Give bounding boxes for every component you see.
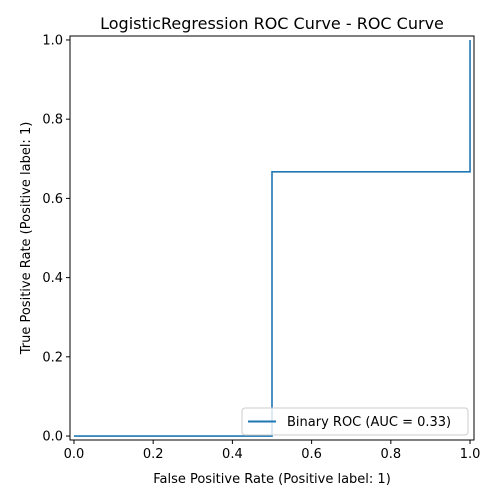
plot-area: 0.0 0.2 0.4 0.6 0.8 1.0 0.0 0.2 0.4 0.6 0.8 1.0 xyxy=(42,33,480,462)
x-tick-label: 1.0 xyxy=(460,447,481,462)
x-tick-label: 0.2 xyxy=(143,447,164,462)
x-tick-label: 0.0 xyxy=(64,447,85,462)
y-tick-label: 0.4 xyxy=(42,271,63,286)
legend-label: Binary ROC (AUC = 0.33) xyxy=(287,415,451,430)
y-axis-label: True Positive Rate (Positive label: 1) xyxy=(19,122,34,356)
y-tick-label: 0.6 xyxy=(42,192,63,207)
y-tick-label: 1.0 xyxy=(42,33,63,48)
x-tick-label: 0.4 xyxy=(222,447,243,462)
x-tick-label: 0.8 xyxy=(380,447,401,462)
chart-title: LogisticRegression ROC Curve - ROC Curve xyxy=(100,14,444,33)
x-axis-label: False Positive Rate (Positive label: 1) xyxy=(153,472,391,487)
y-tick-label: 0.2 xyxy=(42,350,63,365)
y-tick-label: 0.8 xyxy=(42,113,63,128)
x-tick-label: 0.6 xyxy=(301,447,322,462)
y-tick-label: 0.0 xyxy=(42,430,63,445)
legend: Binary ROC (AUC = 0.33) xyxy=(242,408,468,435)
